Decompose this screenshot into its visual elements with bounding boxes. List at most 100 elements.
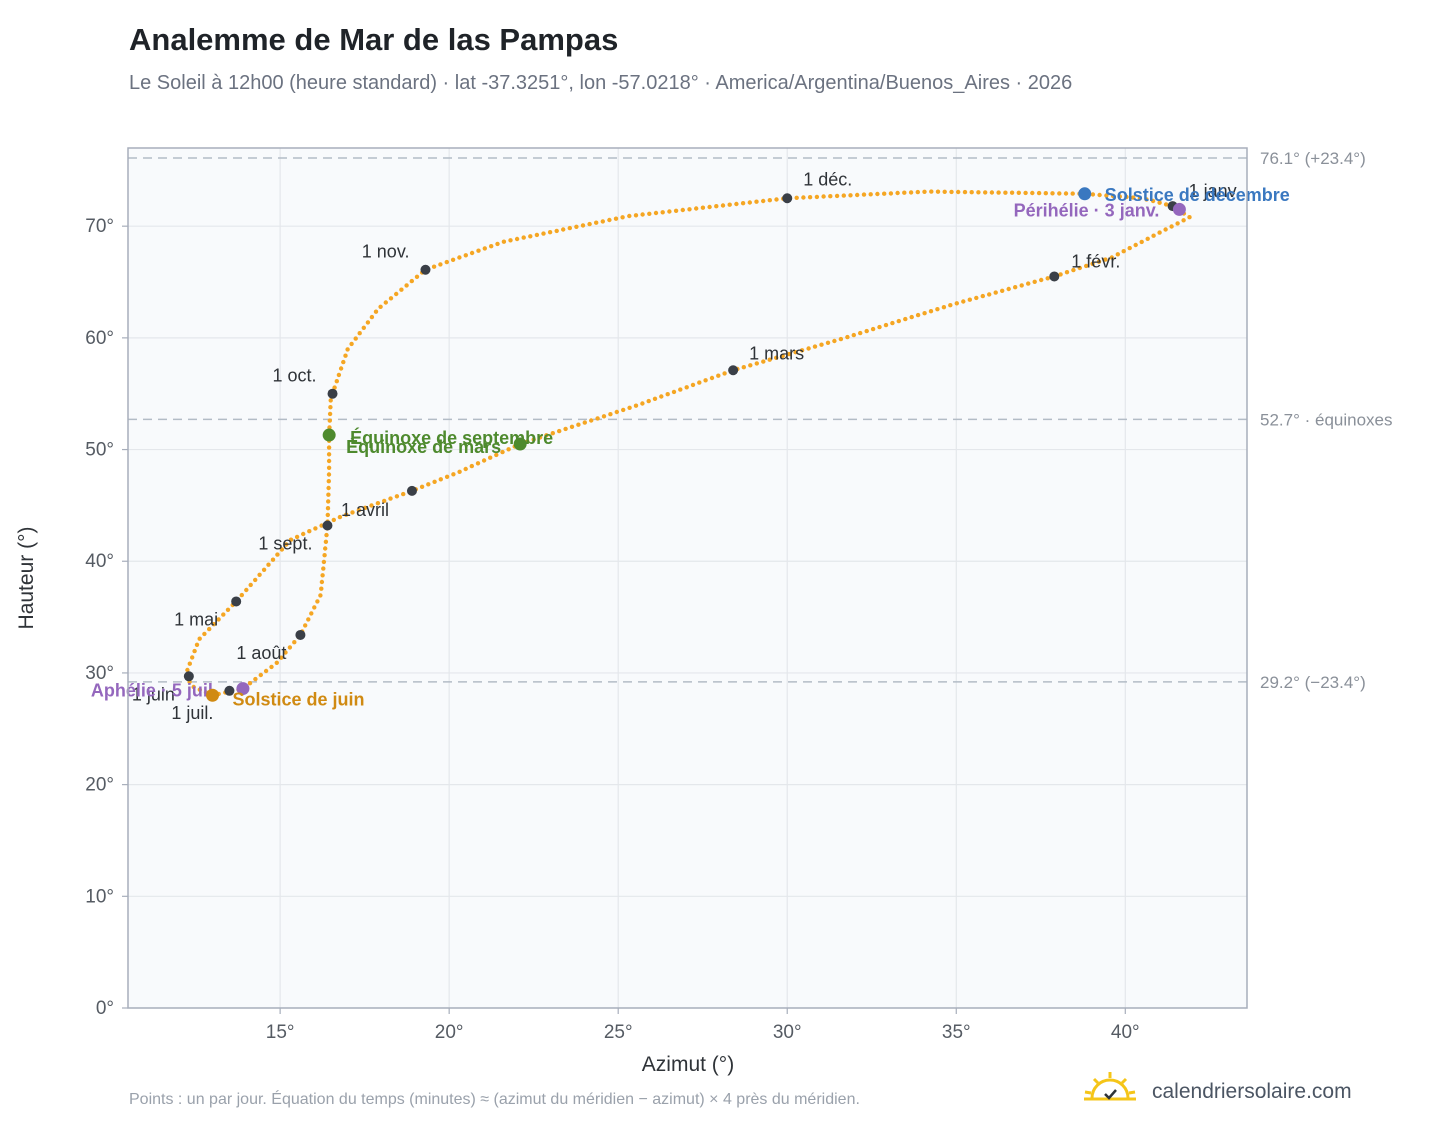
y-tick-label: 20° xyxy=(85,775,114,796)
daily-point xyxy=(700,205,706,210)
daily-point xyxy=(409,278,414,284)
daily-point xyxy=(325,512,330,518)
daily-point xyxy=(247,681,253,686)
daily-point xyxy=(690,382,696,388)
daily-point xyxy=(331,517,336,523)
daily-point xyxy=(321,559,327,565)
daily-point xyxy=(868,192,873,197)
daily-point xyxy=(608,412,613,417)
daily-point xyxy=(192,648,197,654)
daily-point xyxy=(284,542,289,547)
month-label: 1 juin xyxy=(132,684,175,704)
daily-point xyxy=(614,409,619,415)
daily-point xyxy=(709,375,715,381)
daily-point xyxy=(882,191,887,196)
daily-point xyxy=(722,371,727,376)
daily-point xyxy=(580,223,586,228)
daily-point xyxy=(320,573,325,578)
daily-point xyxy=(1139,239,1144,245)
daily-point xyxy=(687,207,692,212)
daily-point xyxy=(1036,190,1042,196)
month-marker xyxy=(782,193,793,204)
daily-point xyxy=(537,435,543,440)
brand[interactable]: calendriersolaire.com xyxy=(1082,1070,1382,1110)
daily-point xyxy=(432,479,437,484)
daily-point xyxy=(1077,265,1083,271)
daily-point xyxy=(589,418,594,423)
daily-point xyxy=(544,433,549,438)
daily-point xyxy=(563,426,568,432)
daily-point xyxy=(915,189,920,195)
daily-point xyxy=(328,398,333,403)
daily-point xyxy=(1064,270,1070,275)
daily-point xyxy=(401,491,406,497)
daily-point xyxy=(190,655,195,660)
daily-point xyxy=(909,314,914,320)
daily-point xyxy=(361,325,366,330)
daily-point xyxy=(1058,272,1063,277)
daily-point xyxy=(550,431,555,436)
daily-point xyxy=(369,314,375,320)
event-label: Équinoxe de mars xyxy=(346,436,501,457)
daily-point xyxy=(720,203,726,208)
daily-point xyxy=(716,373,721,378)
daily-point xyxy=(680,207,685,213)
daily-point xyxy=(323,546,328,551)
daily-point xyxy=(942,189,947,194)
daily-point xyxy=(806,346,811,351)
daily-point xyxy=(761,359,766,364)
daily-point xyxy=(935,307,940,312)
event-marker xyxy=(1078,187,1092,201)
daily-point xyxy=(313,526,318,531)
event-marker xyxy=(1172,202,1186,216)
daily-point xyxy=(326,499,331,504)
daily-point xyxy=(225,607,231,612)
daily-point xyxy=(640,401,645,406)
daily-point xyxy=(363,505,368,510)
daily-point xyxy=(620,215,625,220)
daily-point xyxy=(980,293,985,299)
daily-point xyxy=(1163,202,1169,207)
daily-point xyxy=(993,290,998,295)
daily-point xyxy=(211,622,217,627)
daily-point xyxy=(528,234,533,239)
grid-lines xyxy=(128,148,1247,1008)
daily-point xyxy=(463,466,468,472)
daily-point xyxy=(928,309,934,314)
daily-point xyxy=(875,191,880,197)
daily-point xyxy=(976,190,981,195)
reference-lines: 76.1° (+23.4°) 52.7° · équinoxes 29.2° (−2… xyxy=(128,149,1393,692)
daily-point xyxy=(767,357,772,362)
daily-point xyxy=(948,303,953,308)
daily-point xyxy=(248,582,253,588)
month-marker xyxy=(295,629,306,640)
daily-point xyxy=(761,198,766,204)
month-label: 1 déc. xyxy=(803,169,852,189)
daily-point xyxy=(275,552,280,557)
daily-point xyxy=(489,244,494,249)
daily-point xyxy=(678,387,683,392)
daily-point xyxy=(469,250,475,256)
daily-point xyxy=(202,631,207,637)
daily-point xyxy=(864,328,869,334)
footnote: Points : un par jour. Équation du temps … xyxy=(129,1091,860,1108)
daily-point xyxy=(582,420,587,425)
analemma-curve xyxy=(183,189,1192,698)
brand-name: calendriersolaire.com xyxy=(1152,1080,1352,1103)
daily-point xyxy=(908,190,914,195)
daily-point xyxy=(508,238,513,243)
sun-logo-icon xyxy=(1084,1072,1136,1101)
plot-frame xyxy=(127,147,1248,1009)
month-label: 1 mai xyxy=(174,609,218,629)
daily-point xyxy=(576,422,581,427)
daily-point xyxy=(279,547,285,552)
y-tick-label: 0° xyxy=(96,998,114,1019)
daily-point xyxy=(194,642,200,647)
daily-point xyxy=(292,640,297,645)
daily-point xyxy=(569,424,575,429)
daily-point xyxy=(495,241,500,247)
daily-point xyxy=(388,296,394,301)
daily-point xyxy=(307,529,312,534)
daily-point xyxy=(794,195,799,200)
daily-point xyxy=(574,224,579,229)
